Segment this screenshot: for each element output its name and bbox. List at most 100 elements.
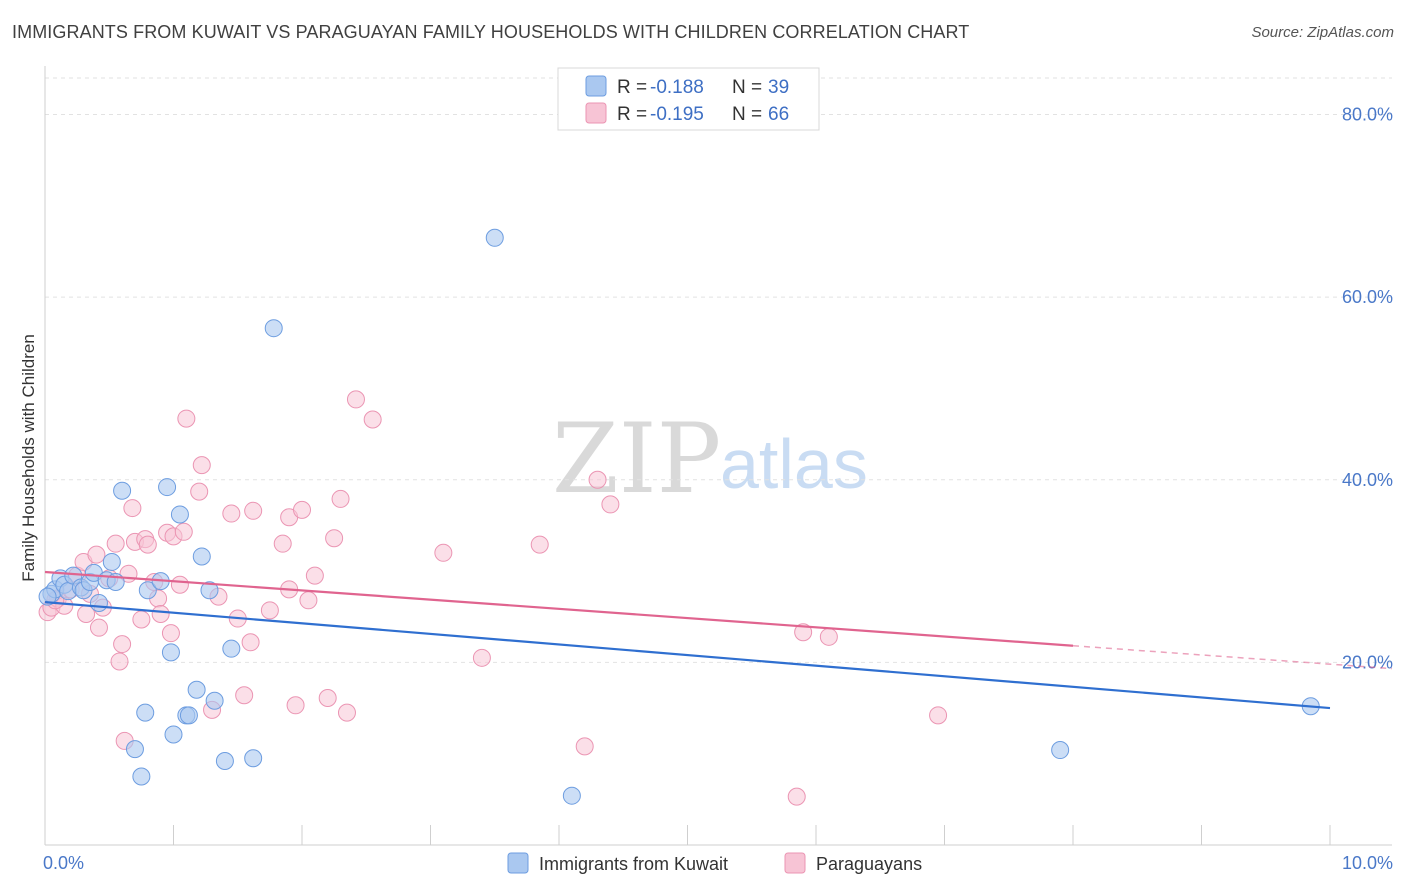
x-tick-labels: 0.0% 10.0% (43, 853, 1393, 873)
paraguayans-point-17 (123, 499, 142, 518)
legend-r-label-2: R = (617, 104, 647, 125)
series-legend: Immigrants from Kuwait Paraguayans (507, 852, 922, 874)
paraguayans-point-48 (318, 688, 337, 707)
legend-r-label-1: R = (617, 77, 647, 98)
paraguayans-point-60 (787, 787, 806, 806)
trend-line-paraguayans (44, 570, 1074, 647)
paraguayans-point-29 (174, 522, 193, 541)
kuwait-point-23 (170, 505, 189, 524)
y-tick-label-40: 40.0% (1342, 470, 1393, 490)
paraguayans-point-21 (138, 535, 157, 554)
kuwait-point-30 (215, 751, 234, 770)
kuwait-point-32 (244, 749, 263, 768)
kuwait-point-22 (164, 725, 183, 744)
paraguayans-point-26 (161, 624, 180, 643)
kuwait-point-21 (161, 643, 180, 662)
bottom-legend-swatch-paraguayans (784, 852, 806, 874)
paraguayans-point-58 (588, 470, 607, 489)
kuwait-point-15 (125, 740, 144, 759)
paraguayans-point-28 (170, 575, 189, 594)
correlation-legend: R = -0.188 N = 39 R = -0.195 N = 66 (557, 67, 820, 131)
paraguayans-point-46 (299, 591, 318, 610)
paraguayans-point-24 (151, 604, 170, 623)
paraguayans-point-41 (273, 534, 292, 553)
paraguayans-point-10 (89, 618, 108, 637)
paraguayans-point-53 (363, 410, 382, 429)
paraguayans-point-19 (132, 610, 151, 629)
watermark-atlas: atlas (720, 425, 868, 503)
y-tick-labels: 20.0% 40.0% 60.0% 80.0% (1342, 105, 1393, 673)
paraguayans-point-45 (293, 500, 311, 519)
kuwait-point-27 (192, 547, 211, 566)
paraguayans-point-13 (106, 534, 125, 553)
paraguayans-point-50 (331, 489, 350, 508)
paraguayans-point-51 (337, 703, 356, 722)
source-credit: Source: ZipAtlas.com (1251, 24, 1394, 41)
paraguayans-point-57 (575, 737, 594, 756)
paraguayans-point-63 (929, 706, 948, 725)
trend-line-kuwait (44, 601, 1331, 710)
paraguayans-point-37 (235, 686, 254, 705)
paraguayans-point-47 (305, 566, 324, 585)
gridlines (45, 77, 1392, 663)
bottom-legend-label-kuwait: Immigrants from Kuwait (539, 854, 728, 874)
watermark-zip: ZIP (552, 403, 721, 515)
paraguayans-point-39 (244, 501, 263, 520)
kuwait-point-35 (562, 786, 581, 805)
kuwait-point-29 (205, 691, 224, 710)
paraguayans-point-62 (819, 627, 838, 646)
paraguayans-point-56 (530, 535, 549, 554)
legend-r-value-2: -0.195 (650, 104, 704, 125)
kuwait-point-33 (264, 319, 283, 338)
kuwait-point-16 (132, 767, 151, 786)
paraguayans-point-54 (434, 543, 453, 562)
kuwait-point-28 (200, 581, 219, 600)
paraguayans-point-30 (177, 409, 196, 428)
legend-swatch-paraguayans (585, 102, 607, 124)
paraguayans-point-9 (87, 545, 106, 564)
kuwait-point-25 (179, 706, 198, 725)
kuwait-point-18 (138, 581, 157, 600)
kuwait-point-38 (38, 587, 57, 606)
paraguayans-point-49 (325, 529, 344, 548)
paraguayans-point-44 (286, 696, 305, 715)
paraguayans-point-40 (260, 601, 279, 620)
y-tick-label-20: 20.0% (1342, 652, 1393, 672)
legend-n-value-1: 39 (768, 77, 789, 98)
kuwait-point-17 (136, 703, 155, 722)
paraguayans-point-35 (222, 504, 241, 523)
paraguayans-point-65 (113, 635, 132, 654)
kuwait-point-34 (485, 228, 504, 247)
legend-r-value-1: -0.188 (650, 77, 704, 98)
kuwait-point-10 (89, 594, 108, 613)
axes (44, 66, 1392, 846)
kuwait-point-20 (158, 478, 177, 497)
paraguayans-point-61 (794, 623, 813, 642)
trend-lines (44, 570, 1393, 710)
x-tick-label-min: 0.0% (43, 853, 84, 873)
legend-n-label-1: N = (732, 77, 762, 98)
trend-line-paraguayans-extension (1072, 644, 1393, 670)
paraguayans-point-32 (192, 456, 211, 475)
legend-n-label-2: N = (732, 104, 762, 125)
bottom-legend-swatch-kuwait (507, 852, 529, 874)
paraguayans-point-59 (601, 495, 620, 514)
paraguayans-point-31 (190, 482, 209, 501)
y-tick-label-60: 60.0% (1342, 287, 1393, 307)
paraguayans-point-55 (472, 648, 491, 667)
paraguayans-point-38 (241, 633, 260, 652)
bottom-legend-label-paraguayans: Paraguayans (816, 854, 922, 874)
kuwait-point-12 (102, 552, 121, 571)
kuwait-point-26 (187, 680, 206, 699)
y-tick-label-80: 80.0% (1342, 105, 1393, 125)
y-axis-label: Family Households with Children (19, 334, 38, 582)
paraguayans-point-52 (346, 390, 365, 409)
paraguayans-point-14 (110, 652, 129, 671)
legend-n-value-2: 66 (768, 104, 789, 125)
x-tick-label-max: 10.0% (1342, 853, 1393, 873)
kuwait-point-36 (1051, 741, 1070, 760)
kuwait-point-31 (222, 639, 241, 658)
chart-title: IMMIGRANTS FROM KUWAIT VS PARAGUAYAN FAM… (12, 22, 970, 42)
kuwait-point-14 (113, 481, 132, 500)
